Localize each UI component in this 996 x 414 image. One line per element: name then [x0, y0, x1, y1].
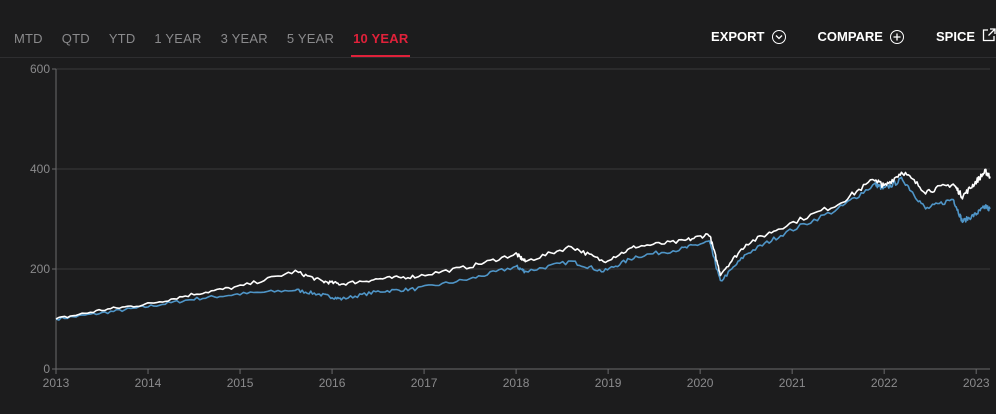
- tab-3-year[interactable]: 3 YEAR: [220, 31, 268, 46]
- series-line-white: [55, 168, 991, 320]
- x-tick-label: 2021: [779, 376, 806, 390]
- y-tick-label: 400: [30, 162, 50, 176]
- header-divider: [0, 57, 996, 58]
- compare-label: COMPARE: [817, 29, 883, 44]
- y-tick-label: 0: [43, 362, 50, 376]
- x-tick-label: 2023: [963, 376, 990, 390]
- period-tabs: MTD QTD YTD 1 YEAR 3 YEAR 5 YEAR 10 YEAR: [14, 31, 427, 57]
- x-tick-label: 2019: [595, 376, 622, 390]
- y-axis-ticks: 0 200 400 600: [30, 62, 50, 376]
- tab-1-year[interactable]: 1 YEAR: [154, 31, 202, 46]
- tab-ytd[interactable]: YTD: [108, 31, 136, 46]
- y-tick-label: 200: [30, 262, 50, 276]
- x-axis-ticks: 2013 2014 2015 2016 2017 2018 2019 2020 2021 2022…: [43, 376, 990, 390]
- tab-10-year[interactable]: 10 YEAR: [351, 31, 411, 57]
- tab-5-year[interactable]: 5 YEAR: [286, 31, 335, 46]
- chevron-down-icon: [771, 29, 786, 44]
- tab-qtd[interactable]: QTD: [61, 31, 90, 46]
- x-tick-label: 2020: [687, 376, 714, 390]
- x-tick-label: 2017: [411, 376, 438, 390]
- spice-label: SPICE: [935, 29, 975, 44]
- export-button[interactable]: EXPORT: [711, 29, 786, 44]
- chart-actions: EXPORT COMPARE SPICE: [679, 28, 996, 45]
- export-label: EXPORT: [711, 29, 765, 44]
- x-tick-label: 2013: [43, 376, 70, 390]
- chart-grid: [52, 68, 990, 374]
- tab-mtd[interactable]: MTD: [14, 31, 43, 46]
- external-link-icon: [982, 28, 996, 45]
- x-tick-label: 2016: [319, 376, 346, 390]
- y-tick-label: 600: [30, 62, 50, 76]
- x-tick-label: 2022: [871, 376, 898, 390]
- spice-button[interactable]: SPICE: [936, 28, 996, 45]
- series-line-blue: [55, 176, 991, 321]
- chart-series: [55, 168, 991, 321]
- x-tick-label: 2015: [227, 376, 254, 390]
- compare-button[interactable]: COMPARE: [818, 29, 904, 44]
- x-tick-label: 2014: [135, 376, 162, 390]
- plus-icon: [889, 29, 904, 44]
- x-tick-label: 2018: [503, 376, 530, 390]
